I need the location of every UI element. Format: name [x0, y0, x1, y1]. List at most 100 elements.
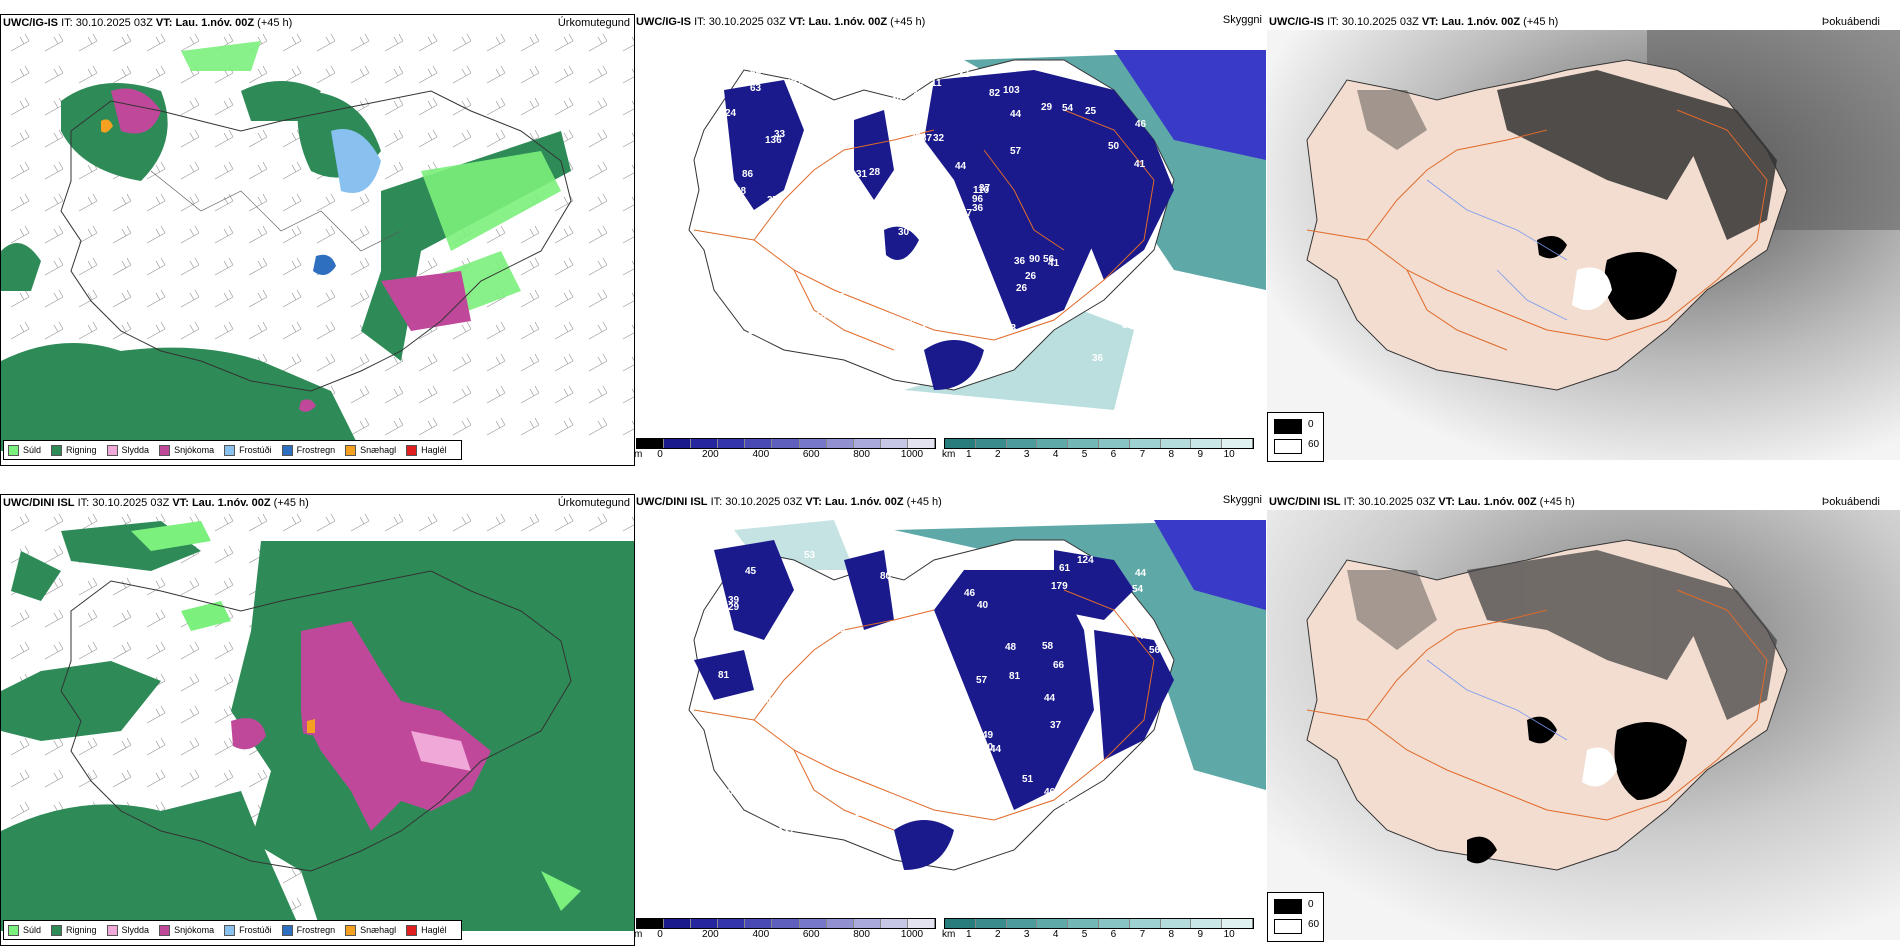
colorbar-tick-label: 400 [752, 449, 770, 460]
visibility-map: 165 136 96 58 110 43 103 32 44 47 32 40 37 46 30 57 83 38… [688, 50, 1266, 410]
visibility-value-label: 44 [990, 744, 1002, 755]
visibility-value-label: 83 [789, 358, 801, 369]
precip-legend: Súld Rigning Slydda Snjókoma Frostúði Fr… [3, 440, 462, 460]
visibility-value-label: 40 [766, 696, 778, 707]
colorbar-cell [745, 439, 773, 448]
wind-barb [112, 609, 132, 628]
visibility-value-label: 48 [914, 730, 926, 741]
legend-item-hagel: Haglél [406, 444, 447, 456]
visibility-value-label: 38 [912, 89, 924, 100]
precip-map [1, 513, 634, 931]
wind-barb [180, 97, 200, 116]
wind-barb [248, 225, 268, 244]
wind-barb [180, 289, 200, 308]
wind-barb [588, 321, 608, 340]
visibility-value-label: 39 [1139, 839, 1151, 850]
visibility-value-label: 29 [748, 326, 760, 337]
wind-barb [418, 33, 438, 52]
visibility-colorbar: km 1 2 3 4 5 6 7 8 9 10 [942, 918, 1254, 944]
wind-barb [350, 385, 370, 404]
colorbar-cell [945, 439, 976, 448]
visibility-value-label: 26 [1000, 805, 1012, 816]
visibility-value-label: 11 [931, 78, 942, 89]
wind-barb [588, 65, 608, 84]
wind-barb [622, 132, 634, 148]
wind-barb [622, 260, 634, 276]
wind-barb [180, 705, 200, 724]
wind-barb [452, 417, 472, 436]
colorbar-cell [945, 919, 976, 928]
colorbar-tick-label: 5 [1081, 449, 1088, 460]
iceland-outline [60, 90, 572, 392]
fog-legend-label-60: 60 [1308, 439, 1320, 450]
visibility-value-label: 44 [1138, 631, 1150, 642]
wind-barb [316, 321, 336, 340]
visibility-value-label: 64 [924, 186, 936, 197]
visibility-value-label: 179 [1051, 581, 1068, 592]
fog-legend-swatch-0 [1274, 899, 1302, 914]
wind-barb [214, 769, 234, 788]
colorbar-cell [975, 919, 1007, 928]
wind-barb [622, 36, 634, 52]
colorbar-cell [880, 439, 908, 448]
colorbar-tick-label: 600 [802, 449, 820, 460]
wind-barb [622, 516, 634, 532]
wind-barb [452, 513, 472, 532]
wind-barb [588, 257, 608, 276]
wind-barb [452, 129, 472, 148]
colorbar-cell [853, 439, 881, 448]
visibility-value-label: 35 [1059, 841, 1071, 852]
colorbar-tick-label: 200 [702, 929, 719, 940]
wind-barb [486, 97, 506, 116]
colorbar-cell [880, 919, 908, 928]
wind-barb [10, 225, 30, 244]
wind-barb [588, 33, 608, 52]
visibility-value-label: 50 [863, 341, 875, 352]
visibility-value-label: 50 [916, 673, 928, 684]
visibility-value-label: 39 [809, 180, 821, 191]
visibility-value-label: 35 [788, 73, 800, 84]
visibility-value-label: 47 [830, 133, 842, 144]
visibility-value-label: 38 [910, 132, 922, 143]
visibility-value-label: 36 [831, 822, 843, 833]
wind-barb [418, 97, 438, 116]
wind-barb [146, 577, 166, 596]
wind-barb [554, 225, 574, 244]
visibility-ticks: 1 2 3 4 5 6 7 8 9 10 [944, 929, 1254, 943]
visibility-value-label: 56 [1149, 645, 1161, 656]
colorbar-cell [826, 919, 854, 928]
colorbar-tick-label: 3 [1023, 929, 1030, 940]
colorbar-cell [799, 919, 827, 928]
wind-barb [486, 513, 506, 532]
wind-barb [112, 577, 132, 596]
colorbar-tick-label: 1000 [900, 929, 924, 940]
wind-barb [44, 737, 64, 756]
wind-barb [520, 385, 540, 404]
wind-barb [10, 33, 30, 52]
wind-barb [486, 353, 506, 372]
visibility-value-label: 28 [869, 167, 881, 178]
visibility-value-label: 86 [742, 169, 754, 180]
panel-title: Úrkomutegund [557, 17, 630, 29]
visibility-value-label: 63 [904, 652, 916, 663]
colorbar-tick-label: 9 [1197, 449, 1204, 460]
wind-barb [282, 161, 302, 180]
wind-barb [520, 225, 540, 244]
wind-barb [418, 65, 438, 84]
colorbar-cell [1160, 919, 1192, 928]
visibility-value-label: 165 [930, 230, 947, 241]
visibility-value-label: 41 [1134, 159, 1146, 170]
wind-barb [78, 33, 98, 52]
wind-barb [350, 353, 370, 372]
wind-barb [248, 161, 268, 180]
wind-barb [146, 769, 166, 788]
wind-barb [282, 353, 302, 372]
wind-barb [418, 513, 438, 532]
precip-panel-top: UWC/IG-IS IT: 30.10.2025 03Z VT: Lau. 1.… [0, 14, 635, 466]
colorbar-cell [1068, 439, 1099, 448]
colorbar-cell [975, 439, 1007, 448]
visibility-value-label: 49 [982, 730, 994, 741]
legend-item-snjokoma: Snjókoma [159, 924, 214, 936]
visibility-value-label: 59 [750, 68, 762, 79]
visibility-value-label: 57 [976, 675, 988, 686]
